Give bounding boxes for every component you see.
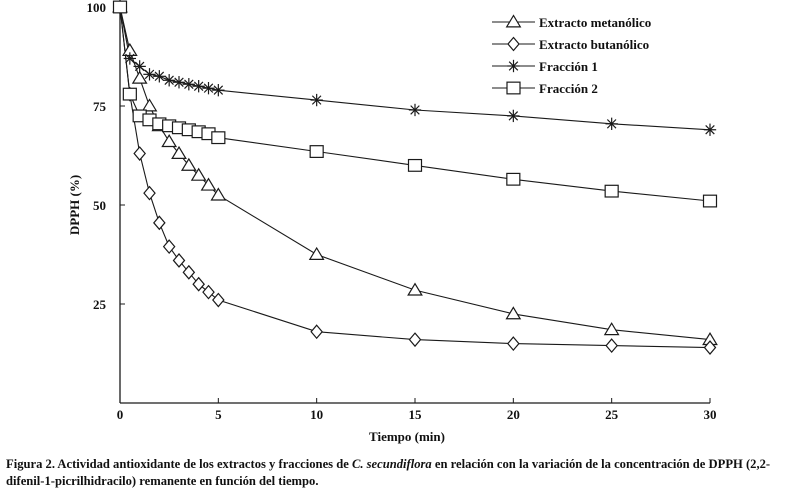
data-point-series-3 [507,109,520,123]
series-line-2 [119,6,711,349]
series-markers [112,0,718,355]
legend-label: Fracción 2 [539,81,598,96]
data-point-series-4 [112,0,128,14]
x-axis-title: Tiempo (min) [369,429,445,444]
x-tick-label: 10 [310,407,323,422]
data-point-series-1 [180,157,197,171]
data-point-series-2 [202,284,215,300]
data-point-series-4 [702,194,718,208]
legend-marker [507,59,520,73]
data-point-series-3 [133,60,146,73]
data-point-series-1 [407,282,423,296]
data-point-series-4 [309,145,324,158]
data-point-series-1 [505,306,522,320]
legend-marker [506,81,521,95]
data-point-series-3 [192,80,205,93]
data-point-series-3 [605,117,618,130]
data-point-series-2 [192,276,205,292]
x-tick-label: 30 [704,407,717,422]
data-point-series-4 [407,158,423,172]
figure-caption: Figura 2. Actividad antioxidante de los … [6,456,796,490]
data-point-series-2 [507,336,520,352]
data-point-series-3 [182,78,196,91]
data-point-series-1 [131,70,148,84]
data-point-series-2 [153,215,166,231]
y-tick-label: 25 [93,297,107,312]
y-axis-title: DPPH (%) [67,175,82,235]
data-point-series-3 [310,93,323,107]
y-tick-label: 50 [93,198,106,213]
data-point-series-2 [182,264,196,280]
data-point-series-1 [200,177,217,191]
caption-text-part2: en relación con la variación de la conce… [6,457,771,488]
caption-species: C. secundiflora [351,457,432,471]
x-tick-label: 25 [605,407,619,422]
data-point-series-1 [141,98,158,112]
legend-marker [507,36,520,52]
chart: 0 5 10 15 20 25 30 25 50 75 100 Extracto metanólic… [67,0,718,444]
caption-text-part1: Figura 2. Actividad antioxidante de los … [6,457,352,471]
data-point-series-2 [212,292,225,308]
legend: Extracto metanólico Extracto butanólico Fr… [492,14,651,96]
data-point-series-3 [143,68,156,81]
data-point-series-2 [162,239,176,255]
x-tick-label: 15 [409,407,423,422]
data-point-series-4 [211,131,226,145]
legend-marker [505,14,522,28]
data-point-series-2 [133,146,146,161]
series-line-3 [119,6,711,131]
data-point-series-2 [310,324,323,340]
legend-label: Fracción 1 [539,59,598,74]
data-point-series-1 [210,187,227,201]
x-tick-label: 20 [507,407,520,422]
data-point-series-4 [122,87,137,101]
data-point-series-2 [172,253,186,268]
legend-label: Extracto metanólico [539,15,651,30]
data-point-series-1 [161,133,178,148]
data-point-series-3 [123,52,137,65]
data-point-series-1 [190,167,207,181]
data-point-series-3 [153,70,166,83]
legend-label: Extracto butanólico [539,37,649,52]
x-tick-label: 5 [215,407,222,422]
data-point-series-2 [143,185,156,201]
data-point-series-2 [605,338,618,354]
x-tick-label: 0 [117,407,124,422]
data-point-series-3 [703,123,717,136]
y-tick-label: 100 [87,0,107,15]
data-point-series-1 [308,246,325,260]
data-point-series-3 [162,74,176,87]
data-point-series-1 [171,145,187,159]
data-point-series-3 [212,83,225,97]
data-point-series-3 [202,82,215,95]
data-point-series-2 [703,340,717,355]
data-point-series-1 [603,322,620,336]
data-point-series-2 [408,332,422,348]
data-point-series-3 [408,103,422,117]
data-point-series-4 [506,172,521,186]
data-point-series-4 [604,184,619,198]
y-tick-label: 75 [93,99,107,114]
axes: 0 5 10 15 20 25 30 25 50 75 100 [87,0,717,422]
data-point-series-3 [172,76,186,89]
